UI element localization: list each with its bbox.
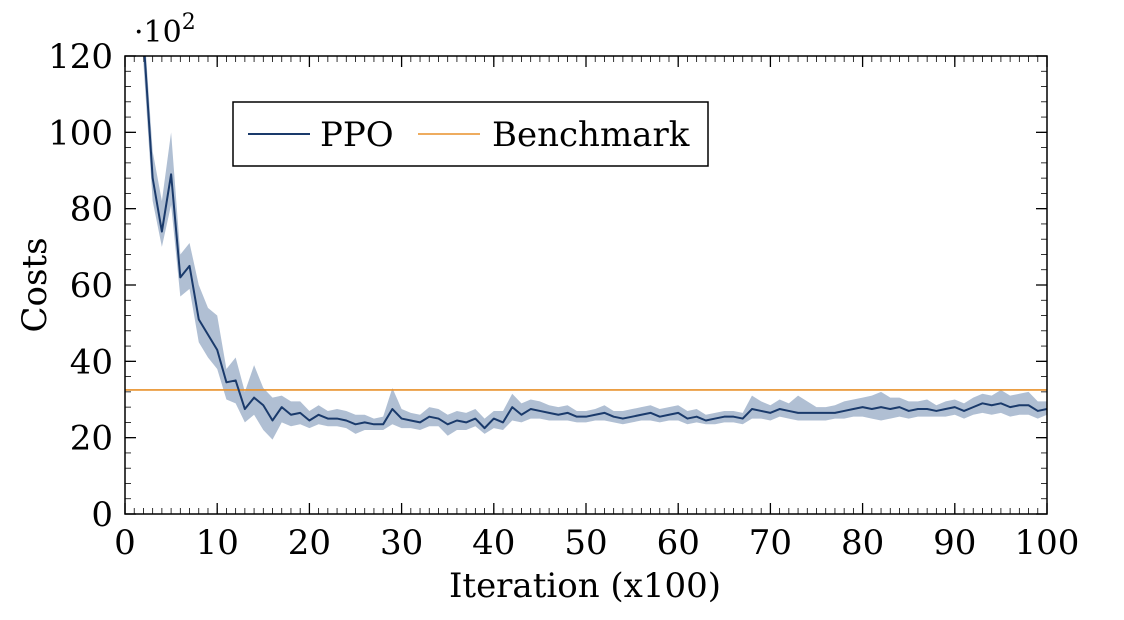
y-multiplier: ·102 <box>134 10 196 50</box>
x-tick-label: 100 <box>1015 523 1080 563</box>
legend-label-ppo: PPO <box>320 115 394 155</box>
ppo-confidence-band <box>143 56 1047 440</box>
x-tick-label: 70 <box>749 523 792 563</box>
y-tick-label: 60 <box>70 266 113 306</box>
x-axis-ticks: 0 10 20 30 40 50 60 70 80 90 100 <box>114 56 1079 563</box>
y-tick-label: 0 <box>91 495 113 535</box>
ppo-line <box>143 56 1047 430</box>
legend-label-benchmark: Benchmark <box>492 115 690 155</box>
x-tick-label: 80 <box>841 523 884 563</box>
x-tick-label: 30 <box>380 523 423 563</box>
y-tick-label: 20 <box>70 419 113 459</box>
y-axis-label: Costs <box>15 237 55 332</box>
plot-area <box>125 56 1047 440</box>
y-axis-ticks: 0 20 40 60 80 100 120 <box>48 37 1047 535</box>
x-tick-label: 60 <box>657 523 700 563</box>
y-tick-label: 120 <box>48 37 113 77</box>
x-axis-label: Iteration (x100) <box>449 566 721 606</box>
x-tick-label: 0 <box>114 523 136 563</box>
x-tick-label: 90 <box>933 523 976 563</box>
x-tick-label: 10 <box>196 523 239 563</box>
x-tick-label: 40 <box>472 523 515 563</box>
legend: PPO Benchmark <box>232 101 709 167</box>
x-tick-label: 20 <box>288 523 331 563</box>
x-tick-label: 50 <box>564 523 607 563</box>
y-tick-label: 40 <box>70 342 113 382</box>
y-tick-label: 100 <box>48 113 113 153</box>
y-tick-label: 80 <box>70 190 113 230</box>
